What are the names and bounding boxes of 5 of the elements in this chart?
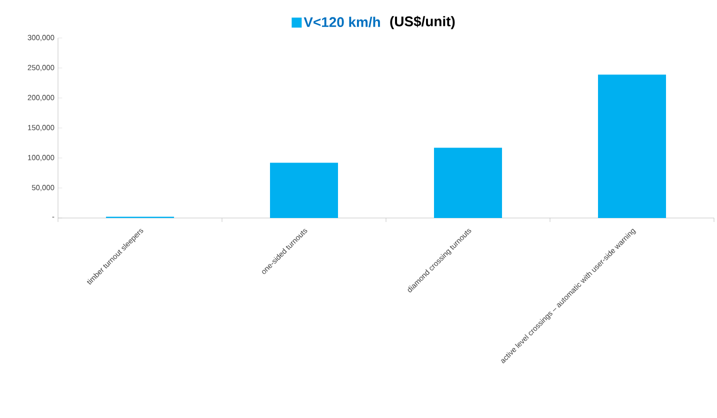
chart-title: (US$/unit) [390,16,455,30]
bar [434,148,502,218]
bar [598,74,666,218]
bar [270,162,338,218]
legend-label: V<120 km/h [304,16,380,28]
